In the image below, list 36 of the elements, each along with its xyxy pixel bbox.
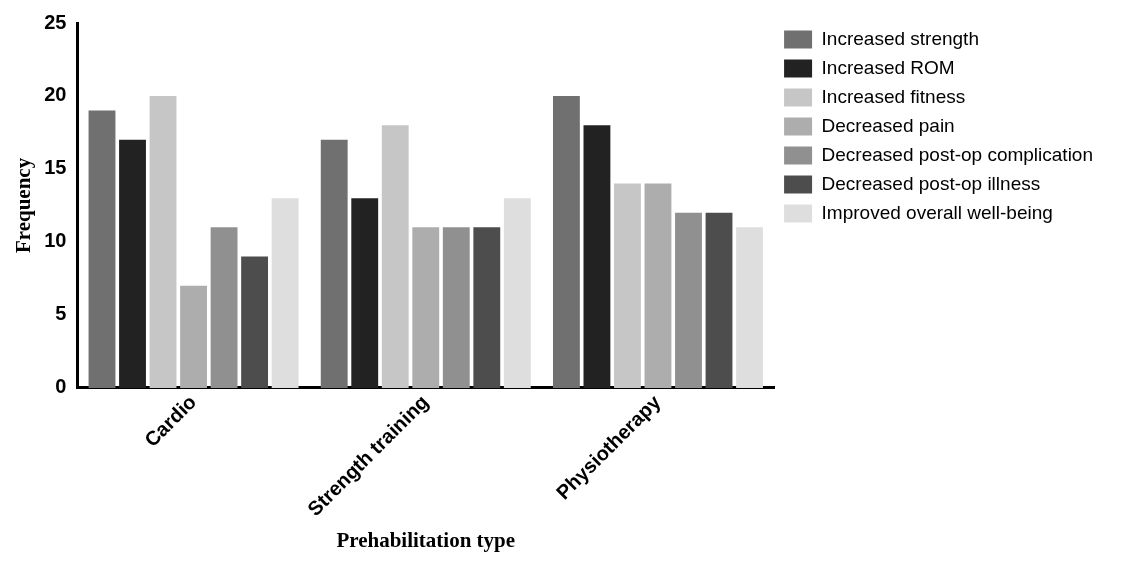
bar (271, 198, 299, 388)
bar (320, 139, 348, 388)
y-tick-label: 10 (44, 229, 67, 252)
bar (381, 125, 409, 388)
y-tick-label: 0 (55, 375, 67, 398)
y-tick-label: 5 (55, 302, 67, 325)
legend-label: Increased fitness (821, 85, 966, 107)
bar (644, 183, 672, 388)
bar (412, 227, 440, 388)
bar (180, 285, 207, 388)
x-axis-title: Prehabilitation type (336, 527, 516, 552)
legend-label: Decreased post-op illness (821, 172, 1041, 194)
bar (552, 95, 580, 388)
y-axis-title: Frequency (11, 157, 36, 254)
bar (614, 183, 641, 388)
y-tick-label: 15 (44, 156, 67, 179)
bar (736, 227, 763, 388)
legend-label: Increased strength (821, 27, 979, 49)
y-tick-label: 20 (44, 83, 67, 106)
legend-label: Decreased post-op complication (821, 143, 1093, 165)
legend-label: Improved overall well-being (821, 201, 1053, 223)
legend-label: Decreased pain (821, 114, 955, 136)
bar (473, 227, 501, 388)
bar (705, 212, 733, 388)
y-tick-label: 25 (44, 10, 67, 33)
bar (351, 198, 379, 388)
bar (210, 227, 238, 388)
bar (675, 212, 702, 388)
bar (241, 256, 269, 388)
bar (149, 95, 177, 388)
bar (88, 110, 116, 388)
bar (119, 139, 146, 388)
bar (503, 198, 531, 388)
legend-label: Increased ROM (821, 56, 955, 78)
bar (442, 227, 470, 388)
bar (583, 125, 611, 388)
